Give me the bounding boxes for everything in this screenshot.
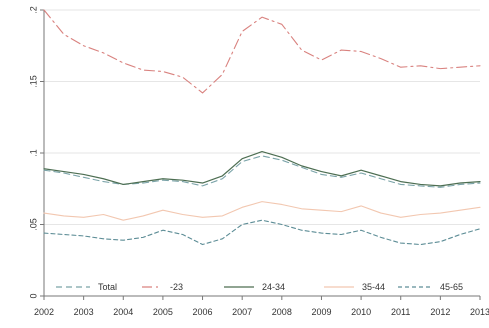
x-tick-label: 2008 [272, 307, 292, 317]
x-tick-label: 2005 [153, 307, 173, 317]
x-tick-label: 2012 [430, 307, 450, 317]
legend-label: -23 [170, 282, 183, 292]
series-line-1 [43, 155, 481, 188]
y-tick-label: .05 [28, 218, 38, 231]
axis-layer: 2002 2003 2004 2005 2006 2007 2008 2009 2010 2011… [28, 6, 489, 317]
x-tick-label: 2007 [232, 307, 252, 317]
legend-label: 24-34 [262, 282, 285, 292]
legend-label: Total [98, 282, 117, 292]
series-line-3 [43, 150, 481, 187]
legend-label: 45-65 [440, 282, 463, 292]
series-line-5 [43, 219, 481, 246]
y-tick-label: 0 [28, 293, 38, 298]
series-line-2 [43, 9, 481, 94]
x-tick-label: 2002 [34, 307, 54, 317]
x-tick-label: 2011 [391, 307, 410, 317]
x-tick-label: 2009 [311, 307, 331, 317]
x-tick-label: 2006 [193, 307, 213, 317]
series-layer [43, 9, 481, 246]
y-tick-label: .1 [28, 149, 38, 157]
x-tick-label: 2004 [113, 307, 133, 317]
x-tick-label: 2010 [351, 307, 371, 317]
legend-label: 35-44 [362, 282, 385, 292]
y-tick-label: .2 [28, 6, 38, 14]
x-tick-label: 2003 [74, 307, 94, 317]
series-line-4 [43, 201, 481, 221]
x-tick-label: 2013 [470, 307, 489, 317]
y-tick-label: .15 [28, 75, 38, 88]
legend-layer: Total -23 24-34 35-44 45-65 [56, 282, 463, 292]
